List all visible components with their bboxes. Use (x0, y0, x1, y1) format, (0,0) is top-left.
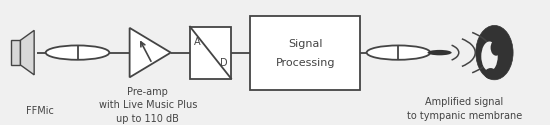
Text: Signal: Signal (288, 39, 322, 49)
Ellipse shape (476, 25, 513, 80)
Circle shape (427, 50, 452, 55)
Ellipse shape (481, 42, 498, 71)
Circle shape (46, 46, 109, 60)
Text: Processing: Processing (276, 58, 335, 68)
Circle shape (367, 46, 430, 60)
Text: D: D (219, 58, 227, 68)
Ellipse shape (485, 68, 497, 79)
Polygon shape (10, 40, 20, 65)
Text: Pre-amp
with Live Music Plus
up to 110 dB: Pre-amp with Live Music Plus up to 110 d… (98, 87, 197, 124)
Text: Amplified signal
to tympanic membrane: Amplified signal to tympanic membrane (406, 97, 522, 121)
Text: A: A (194, 37, 201, 47)
Polygon shape (20, 30, 34, 75)
Bar (190, 27, 231, 79)
Bar (250, 16, 360, 90)
Ellipse shape (491, 40, 502, 56)
Text: FFMic: FFMic (26, 106, 54, 116)
Polygon shape (130, 28, 170, 77)
